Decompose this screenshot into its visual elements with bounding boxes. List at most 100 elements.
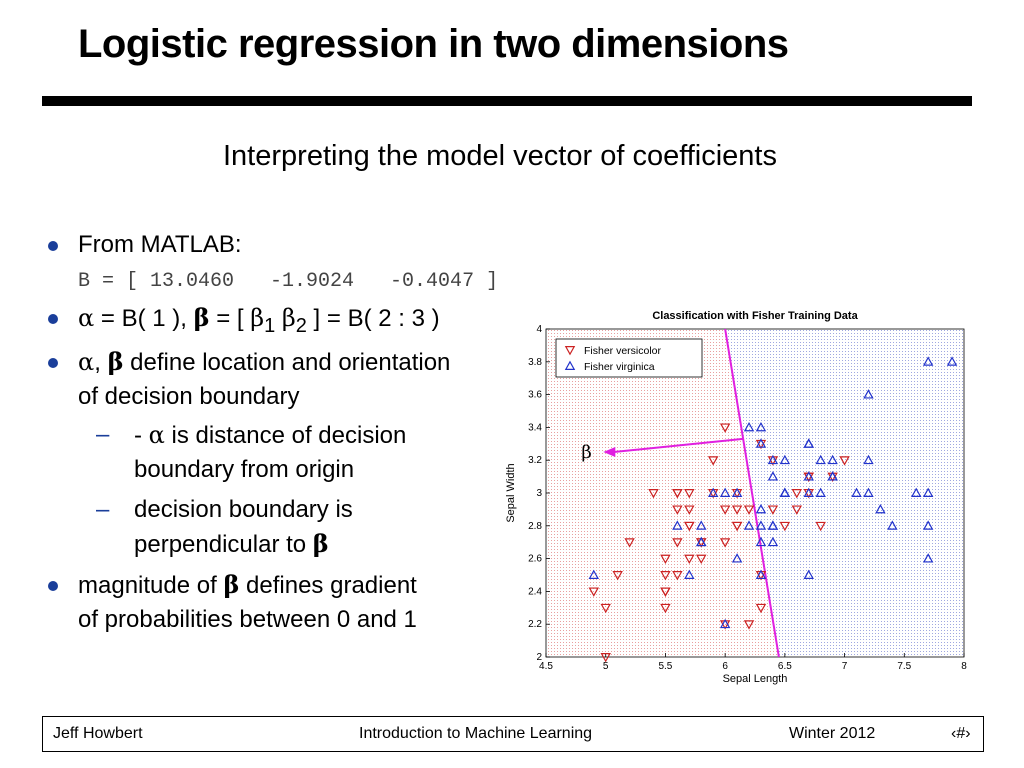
alpha-symbol: α	[148, 420, 165, 449]
virginica-point	[719, 487, 731, 497]
decision-boundary	[724, 328, 780, 658]
virginica-point	[755, 438, 767, 448]
virginica-point	[767, 454, 779, 465]
versicolor-point	[660, 587, 671, 597]
matlab-coefficients: B = [ 13.0460 -1.9024 -0.4047 ]	[78, 270, 499, 293]
virginica-point	[684, 569, 695, 579]
versicolor-region	[546, 329, 779, 657]
sub1-text-2: boundary from origin	[134, 455, 355, 483]
title-rule	[42, 96, 972, 106]
sub2-text: decision boundary is	[134, 495, 353, 523]
bullet-list: From MATLAB: B = [ 13.0460 -1.9024 -0.40…	[48, 228, 528, 639]
virginica-point	[731, 487, 743, 497]
footer-author: Jeff Howbert	[53, 725, 143, 742]
versicolor-point	[731, 521, 743, 532]
bullet-dot	[48, 580, 58, 591]
virginica-point	[767, 536, 779, 547]
y-tick-label: 3.6	[528, 390, 542, 401]
versicolor-point	[660, 554, 671, 565]
versicolor-point	[719, 538, 731, 548]
versicolor-point	[731, 505, 743, 515]
virginica-point	[707, 487, 719, 497]
virginica-point	[755, 421, 767, 432]
virginica-point	[803, 487, 814, 497]
versicolor-point	[743, 620, 755, 630]
beta-range: ] = B( 2 : 3 )	[306, 305, 440, 332]
bullet-location: α, β define location and orientation of …	[48, 345, 528, 414]
versicolor-point	[684, 489, 695, 499]
virginica-point	[767, 520, 779, 530]
virginica-point	[887, 520, 898, 530]
slide-title: Logistic regression in two dimensions	[78, 22, 789, 66]
beta-arrow-shaft	[611, 437, 744, 454]
y-tick-label: 2	[536, 652, 542, 663]
y-tick-label: 3.4	[528, 422, 542, 433]
x-tick-label: 7	[842, 661, 848, 672]
x-axis-label: Sepal Length	[723, 673, 788, 685]
bullet-dot	[48, 357, 58, 368]
legend-entry: Fisher versicolor	[584, 345, 662, 357]
beta-symbol: β	[223, 569, 240, 599]
x-tick-label: 5	[603, 661, 609, 672]
virginica-point	[946, 356, 958, 366]
x-tick-label: 4.5	[539, 661, 553, 672]
legend-marker	[564, 360, 576, 370]
x-tick-label: 7.5	[897, 661, 911, 672]
versicolor-point	[672, 538, 683, 548]
virginica-point	[911, 487, 922, 497]
versicolor-point	[755, 603, 767, 614]
virginica-point	[851, 487, 862, 497]
virginica-point	[827, 471, 838, 481]
versicolor-point	[684, 521, 695, 532]
y-tick-label: 3.8	[528, 357, 542, 368]
virginica-point	[696, 536, 707, 547]
y-axis-label: Sepal Width	[505, 463, 517, 522]
versicolor-point	[791, 489, 803, 499]
virginica-point	[922, 520, 934, 530]
beta1-subscript: 1	[264, 314, 276, 337]
virginica-point	[755, 536, 767, 547]
virginica-point	[743, 520, 755, 530]
versicolor-point	[839, 456, 850, 466]
versicolor-point	[719, 423, 731, 433]
virginica-point	[672, 520, 683, 530]
sub-bullet-perpendicular: – decision boundary is perpendicular to …	[48, 493, 528, 562]
virginica-point	[779, 454, 791, 465]
versicolor-point	[648, 489, 659, 499]
bullet-dot	[48, 314, 58, 324]
virginica-point	[755, 520, 767, 530]
bullet-matlab: From MATLAB: B = [ 13.0460 -1.9024 -0.40…	[48, 228, 528, 299]
x-tick-label: 8	[961, 661, 967, 672]
versicolor-point	[815, 521, 826, 532]
beta2-subscript: 2	[295, 314, 307, 337]
sub-bullet-distance: – - α is distance of decision boundary f…	[48, 418, 528, 487]
y-tick-label: 3	[536, 488, 542, 499]
virginica-point	[863, 389, 874, 399]
footer-course: Introduction to Machine Learning	[359, 725, 593, 742]
versicolor-point	[791, 505, 803, 515]
bullet-location-text: define location and orientation	[123, 348, 451, 376]
sub1-prefix: -	[134, 421, 149, 449]
legend-box	[555, 338, 703, 378]
virginica-point	[755, 569, 767, 579]
alpha-symbol: α	[78, 347, 95, 376]
legend-marker	[564, 346, 576, 356]
versicolor-point	[684, 554, 695, 565]
sub-bullet-dash: –	[96, 495, 110, 523]
versicolor-point	[588, 587, 599, 597]
bullet-magnitude: magnitude of β defines gradient of proba…	[48, 568, 528, 637]
y-tick-label: 2.2	[528, 619, 542, 630]
virginica-point	[863, 454, 874, 465]
versicolor-point	[672, 489, 683, 499]
beta-symbol: β	[193, 303, 210, 332]
beta1-symbol: β	[250, 304, 265, 332]
beta-symbol: β	[312, 528, 329, 558]
versicolor-point	[707, 456, 719, 466]
x-tick-label: 5.5	[658, 661, 672, 672]
y-tick-label: 2.6	[528, 554, 542, 565]
virginica-point	[815, 487, 826, 497]
classification-chart: 4.5 5 5.5 6 6.5 7 7.5 8 2 2.2 2.4 2.6 2.8 3 3.2 3.4 3.6 3…	[505, 310, 967, 685]
legend-entry: Fisher virginica	[584, 361, 655, 373]
footer-term: Winter 2012	[789, 725, 876, 742]
bullet-alpha-beta: α = B( 1 ), β = [ β1 β2 ] = B( 2 : 3 )	[48, 301, 528, 343]
